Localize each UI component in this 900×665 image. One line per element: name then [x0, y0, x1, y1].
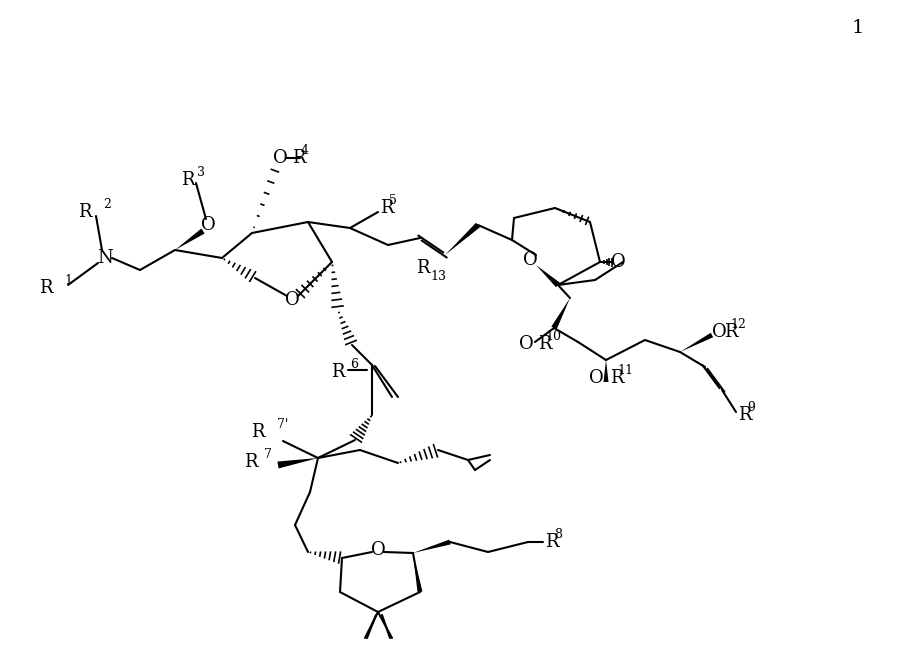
Text: R: R	[182, 171, 195, 189]
Polygon shape	[175, 229, 204, 250]
Text: O: O	[284, 291, 300, 309]
Text: R: R	[545, 533, 559, 551]
Text: R: R	[292, 149, 305, 167]
Polygon shape	[445, 223, 480, 255]
Text: 9: 9	[747, 400, 755, 414]
Text: O: O	[590, 369, 604, 387]
Polygon shape	[552, 298, 570, 329]
Text: R: R	[40, 279, 53, 297]
Text: O: O	[201, 216, 215, 234]
Text: R: R	[417, 259, 430, 277]
Text: R: R	[610, 369, 624, 387]
Text: O: O	[519, 335, 534, 353]
Text: R: R	[380, 199, 393, 217]
Polygon shape	[277, 458, 318, 468]
Text: N: N	[97, 249, 112, 267]
Text: 3: 3	[197, 166, 205, 178]
Text: 10: 10	[545, 329, 561, 342]
Text: O: O	[273, 149, 287, 167]
Text: R: R	[724, 323, 737, 341]
Polygon shape	[413, 553, 422, 593]
Text: R: R	[251, 423, 265, 441]
Text: 4: 4	[301, 144, 309, 156]
Text: O: O	[610, 253, 626, 271]
Polygon shape	[680, 332, 713, 352]
Text: 6: 6	[350, 358, 358, 370]
Text: R: R	[245, 453, 258, 471]
Text: O: O	[712, 323, 727, 341]
Text: 12: 12	[730, 317, 746, 331]
Text: 1: 1	[851, 19, 864, 37]
Text: 1: 1	[64, 273, 72, 287]
Text: R: R	[331, 363, 345, 381]
Text: 7: 7	[264, 448, 272, 460]
Polygon shape	[604, 360, 608, 382]
Text: 2: 2	[103, 198, 111, 211]
Text: R: R	[78, 203, 92, 221]
Text: R: R	[538, 335, 552, 353]
Text: O: O	[523, 251, 537, 269]
Text: 8: 8	[554, 527, 562, 541]
Polygon shape	[536, 265, 560, 287]
Text: R: R	[738, 406, 752, 424]
Text: 7': 7'	[277, 418, 288, 430]
Text: 11: 11	[617, 364, 633, 376]
Text: 5: 5	[389, 194, 397, 207]
Text: O: O	[371, 541, 385, 559]
Polygon shape	[413, 539, 451, 553]
Text: 13: 13	[430, 269, 446, 283]
